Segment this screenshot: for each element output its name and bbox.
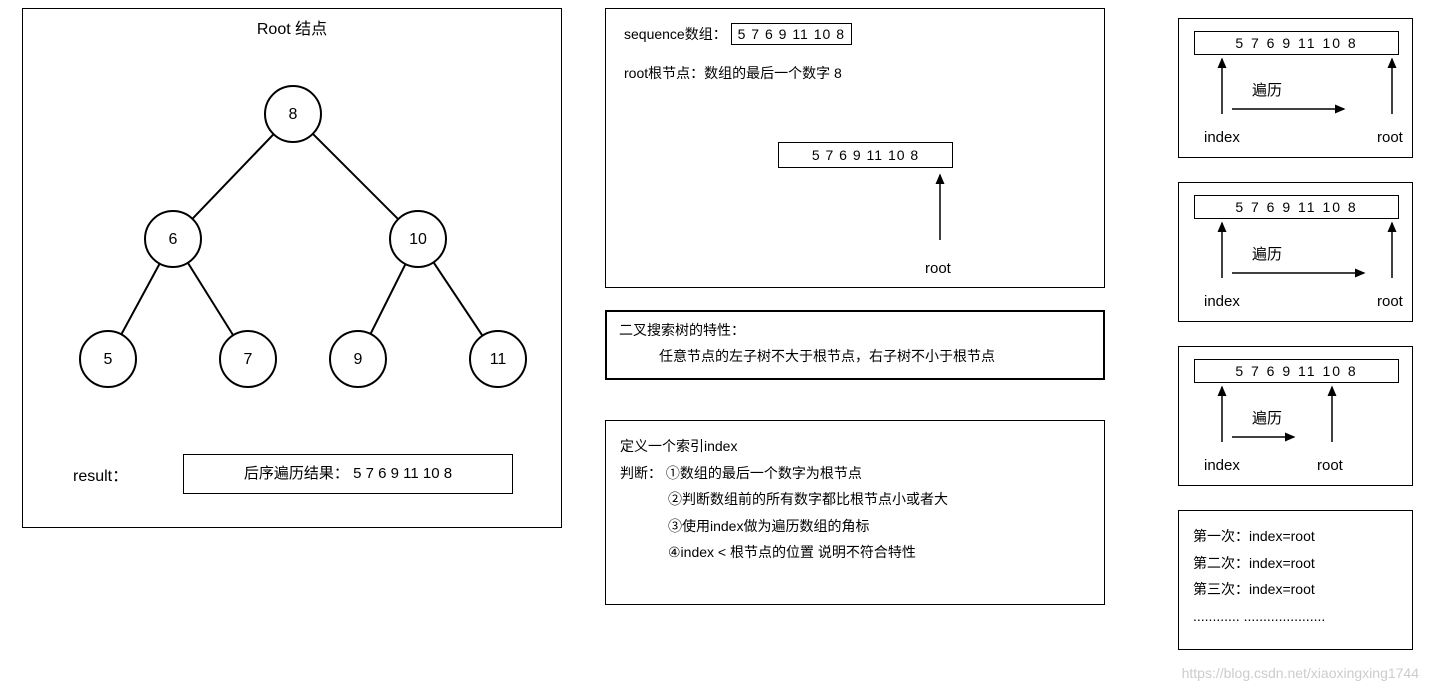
traverse-label: 遍历 xyxy=(1252,407,1282,428)
mini-array-text: 5 7 6 9 11 10 8 xyxy=(812,147,919,163)
result-label: result： xyxy=(73,462,128,486)
tree-node-label: 7 xyxy=(244,351,253,368)
iter-line-2: 第二次：index=root xyxy=(1193,550,1398,577)
rule-1: ①数组的最后一个数字为根节点 xyxy=(666,465,862,481)
mini-array-box: 5 7 6 9 11 10 8 xyxy=(778,142,953,168)
traverse-label: 遍历 xyxy=(1252,79,1282,100)
index-label: index xyxy=(1204,457,1240,474)
index-label: index xyxy=(1204,129,1240,146)
tree-node-label: 6 xyxy=(169,231,178,248)
traversal-panel-2: 5 7 6 9 11 10 8indexroot遍历 xyxy=(1178,182,1413,322)
bst-prop-body: 任意节点的左子树不大于根节点，右子树不小于根节点 xyxy=(619,346,1091,366)
sequence-label: sequence数组： xyxy=(624,26,727,42)
root-label: root xyxy=(1377,293,1403,310)
result-text: 后序遍历结果： 5 7 6 9 11 10 8 xyxy=(244,465,452,482)
tree-node-label: 5 xyxy=(104,351,113,368)
sequence-array-box: 5 7 6 9 11 10 8 xyxy=(731,23,852,45)
tree-node-label: 11 xyxy=(490,351,507,368)
iterations-panel: 第一次：index=root 第二次：index=root 第三次：index=… xyxy=(1178,510,1413,650)
bst-prop-title: 二叉搜索树的特性： xyxy=(619,320,1091,340)
traversal-panel-1: 5 7 6 9 11 10 8indexroot遍历 xyxy=(1178,18,1413,158)
bst-property-panel: 二叉搜索树的特性： 任意节点的左子树不大于根节点，右子树不小于根节点 xyxy=(605,310,1105,380)
iter-line-1: 第一次：index=root xyxy=(1193,523,1398,550)
rule-2: ②判断数组前的所有数字都比根节点小或者大 xyxy=(620,486,1090,513)
iter-line-3: 第三次：index=root xyxy=(1193,576,1398,603)
tree-node-label: 9 xyxy=(354,351,363,368)
tree-panel: Root 结点 861057911 result： 后序遍历结果： 5 7 6 … xyxy=(22,8,562,528)
root-under-label: root xyxy=(925,260,951,277)
index-label: index xyxy=(1204,293,1240,310)
rule-4: ④index < 根节点的位置 说明不符合特性 xyxy=(620,539,1090,566)
tree-node-label: 8 xyxy=(289,106,298,123)
traversal-panel-3: 5 7 6 9 11 10 8indexroot遍历 xyxy=(1178,346,1413,486)
iter-line-4: ............ ..................... xyxy=(1193,603,1398,630)
root-label: root xyxy=(1317,457,1343,474)
definition-panel: 定义一个索引index 判断： ①数组的最后一个数字为根节点 ②判断数组前的所有… xyxy=(605,420,1105,605)
bst-tree-svg: 8 6 10 5 7 9 11 xyxy=(23,9,563,529)
traverse-label: 遍历 xyxy=(1252,243,1282,264)
judgment-label: 判断： xyxy=(620,465,662,481)
tree-node-label: 10 xyxy=(409,231,427,248)
root-description: root根节点：数组的最后一个数字 8 xyxy=(624,63,1086,83)
def-title: 定义一个索引index xyxy=(620,433,1090,460)
result-box: 后序遍历结果： 5 7 6 9 11 10 8 xyxy=(183,454,513,494)
rule-3: ③使用index做为遍历数组的角标 xyxy=(620,513,1090,540)
root-label: root xyxy=(1377,129,1403,146)
watermark: https://blog.csdn.net/xiaoxingxing1744 xyxy=(1182,665,1419,681)
